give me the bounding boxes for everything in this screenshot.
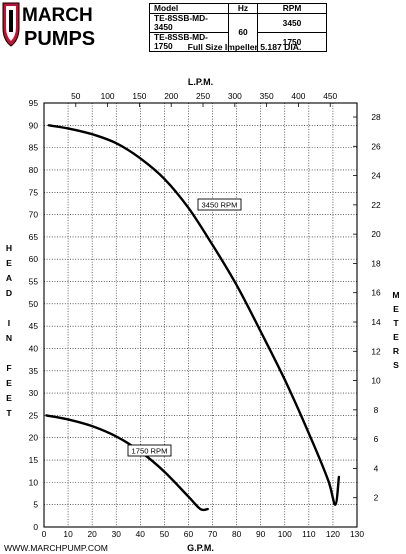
y2-tick-label: 6 — [374, 434, 379, 444]
x-tick-label: 90 — [256, 529, 266, 539]
y2-tick-label: 28 — [371, 112, 381, 122]
y2-tick-label: 18 — [371, 258, 381, 268]
svg-text:S: S — [393, 360, 399, 370]
svg-text:E: E — [6, 258, 12, 268]
y-tick-label: 95 — [29, 98, 39, 108]
svg-text:M: M — [392, 290, 399, 300]
x2-tick-label: 300 — [228, 91, 242, 101]
curve-label-text: 1750 RPM — [132, 446, 168, 455]
x-tick-label: 70 — [208, 529, 218, 539]
svg-text:T: T — [6, 408, 12, 418]
x2-tick-label: 400 — [291, 91, 305, 101]
x2-tick-label: 350 — [260, 91, 274, 101]
y-tick-label: 40 — [29, 343, 39, 353]
y-tick-label: 90 — [29, 120, 39, 130]
svg-text:A: A — [6, 273, 12, 283]
y-tick-label: 80 — [29, 165, 39, 175]
y-tick-label: 55 — [29, 277, 39, 287]
rpm-cell: 1750 — [257, 32, 327, 52]
x2-tick-label: 450 — [323, 91, 337, 101]
y-tick-label: 35 — [29, 366, 39, 376]
svg-text:F: F — [6, 363, 11, 373]
y2-tick-label: 14 — [371, 317, 381, 327]
march-pumps-logo: MARCH PUMPS — [0, 0, 106, 52]
x-axis-title: G.P.M. — [187, 543, 214, 553]
x-tick-label: 0 — [42, 529, 47, 539]
x2-tick-label: 200 — [164, 91, 178, 101]
y2-tick-label: 20 — [371, 229, 381, 239]
y-tick-label: 75 — [29, 187, 39, 197]
impeller-note: Full Size Impeller 5.187 DIA. — [187, 42, 302, 52]
model-cell: TE-8SSB-MD-1750 — [149, 32, 229, 52]
x-tick-label: 80 — [232, 529, 242, 539]
svg-text:N: N — [6, 333, 12, 343]
svg-text:R: R — [393, 346, 400, 356]
svg-text:E: E — [6, 378, 12, 388]
x2-tick-label: 150 — [132, 91, 146, 101]
y-tick-label: 0 — [33, 522, 38, 532]
x-tick-label: 60 — [184, 529, 194, 539]
x-tick-label: 110 — [302, 529, 316, 539]
curve-label-box — [197, 198, 242, 211]
x-tick-label: 100 — [278, 529, 292, 539]
x-tick-label: 50 — [160, 529, 170, 539]
x-tick-label: 30 — [112, 529, 122, 539]
y2-tick-label: 26 — [371, 141, 381, 151]
spec-table-row: TE-8SSB-MD-3450 60 3450 — [149, 13, 327, 52]
y-tick-label: 30 — [29, 388, 39, 398]
x-tick-label: 10 — [63, 529, 73, 539]
y-tick-label: 60 — [29, 254, 39, 264]
plot-frame — [43, 102, 358, 528]
y2-tick-label: 8 — [374, 405, 379, 415]
svg-text:E: E — [6, 393, 12, 403]
curve-label-3450-rpm: 3450 RPM — [197, 198, 242, 211]
x2-axis-title: L.P.M. — [188, 77, 213, 87]
y-tick-label: 20 — [29, 433, 39, 443]
y2-tick-label: 4 — [374, 463, 379, 473]
y2-tick-label: 12 — [371, 346, 381, 356]
logo-graphic: MARCH PUMPS — [2, 2, 95, 50]
y-tick-label: 25 — [29, 410, 39, 420]
y-tick-label: 65 — [29, 232, 39, 242]
x2-tick-label: 100 — [101, 91, 115, 101]
y2-tick-label: 16 — [371, 288, 381, 298]
y2-tick-label: 2 — [374, 493, 379, 503]
svg-text:D: D — [6, 288, 12, 298]
y-tick-label: 15 — [29, 455, 39, 465]
model-spec-table: Model Hz RPM TE-8SSB-MD-3450 60 3450 TE-… — [149, 3, 327, 52]
y2-tick-label: 10 — [371, 376, 381, 386]
x2-tick-label: 50 — [71, 91, 81, 101]
logo-text-pumps: PUMPS — [24, 28, 95, 50]
website-url: WWW.MARCHPUMP.COM — [4, 543, 108, 553]
x-tick-label: 120 — [326, 529, 340, 539]
y-tick-label: 10 — [29, 477, 39, 487]
svg-text:E: E — [393, 332, 399, 342]
svg-text:T: T — [393, 318, 399, 328]
y2-tick-label: 24 — [371, 171, 381, 181]
y-tick-label: 50 — [29, 299, 39, 309]
y-tick-label: 70 — [29, 210, 39, 220]
y-tick-label: 85 — [29, 143, 39, 153]
x2-tick-label: 250 — [196, 91, 210, 101]
curve-label-box — [127, 444, 172, 457]
pump-curve-1750-rpm — [45, 414, 209, 512]
svg-text:E: E — [393, 304, 399, 314]
y-tick-label: 5 — [33, 500, 38, 510]
spec-table-row: TE-8SSB-MD-1750 1750 — [149, 32, 327, 52]
x-tick-label: 20 — [87, 529, 97, 539]
curve-label-1750-rpm: 1750 RPM — [127, 444, 172, 457]
x-tick-label: 130 — [350, 529, 364, 539]
svg-text:I: I — [8, 318, 10, 328]
x-tick-label: 40 — [136, 529, 146, 539]
curve-label-text: 3450 RPM — [202, 200, 238, 209]
y2-tick-label: 22 — [371, 200, 381, 210]
logo-text-march: MARCH — [22, 5, 93, 26]
pump-curve-3450-rpm — [47, 124, 341, 506]
svg-text:H: H — [6, 243, 12, 253]
y-tick-label: 45 — [29, 321, 39, 331]
